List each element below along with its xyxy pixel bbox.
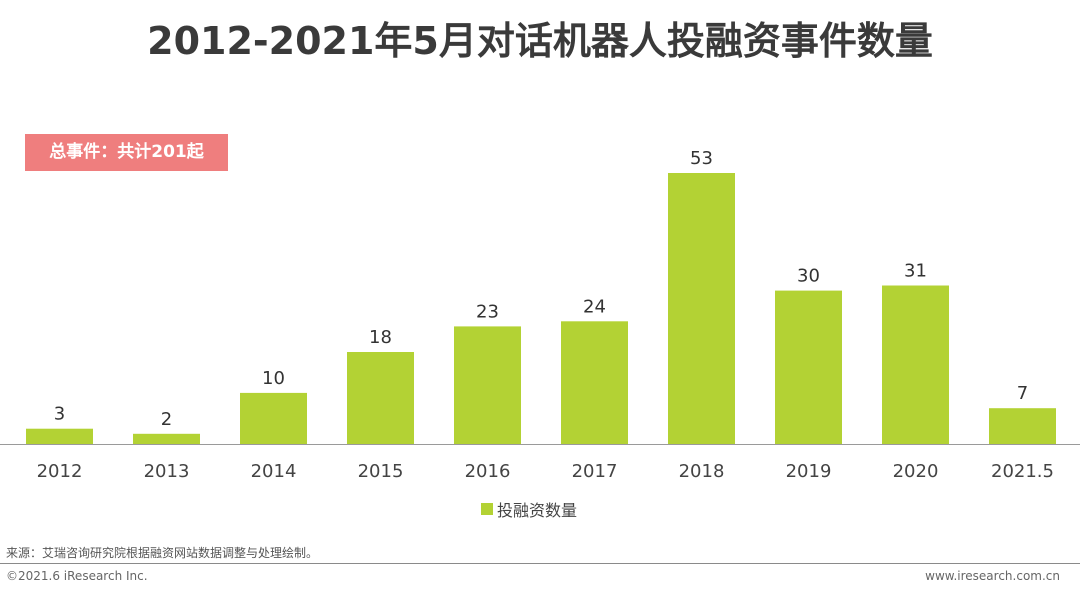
data-label-2020: 31 xyxy=(904,261,927,282)
legend-swatch xyxy=(481,503,493,515)
data-label-2016: 23 xyxy=(476,301,499,322)
data-label-2021.5: 7 xyxy=(1017,383,1028,404)
footer-divider xyxy=(0,563,1080,564)
x-tick-2014: 2014 xyxy=(251,461,297,482)
chart-title: 2012-2021年5月对话机器人投融资事件数量 xyxy=(147,19,933,63)
x-tick-2015: 2015 xyxy=(358,461,404,482)
bar-2021.5 xyxy=(989,408,1056,444)
bar-2014 xyxy=(240,392,307,444)
data-label-2017: 24 xyxy=(583,296,606,317)
legend: 投融资数量 xyxy=(481,498,577,520)
bar-2018 xyxy=(668,173,735,444)
data-label-2015: 18 xyxy=(369,327,392,348)
x-tick-2021.5: 2021.5 xyxy=(991,461,1054,482)
data-label-2013: 2 xyxy=(161,409,172,430)
data-label-2019: 30 xyxy=(797,266,820,287)
x-tick-2020: 2020 xyxy=(893,461,939,482)
x-tick-2016: 2016 xyxy=(465,461,511,482)
x-tick-2012: 2012 xyxy=(37,461,83,482)
bar-2016 xyxy=(454,326,521,444)
x-tick-2017: 2017 xyxy=(572,461,618,482)
bar-2019 xyxy=(775,290,842,444)
x-tick-2018: 2018 xyxy=(679,461,725,482)
data-label-2012: 3 xyxy=(54,404,65,425)
total-events-badge: 总事件：共计201起 xyxy=(25,134,228,171)
bar-2015 xyxy=(347,352,414,444)
source-note: 来源：艾瑞咨询研究院根据融资网站数据调整与处理绘制。 xyxy=(6,546,319,560)
legend-label: 投融资数量 xyxy=(497,501,578,520)
x-tick-2013: 2013 xyxy=(144,461,190,482)
data-label-2014: 10 xyxy=(262,368,285,389)
x-tick-2019: 2019 xyxy=(786,461,832,482)
website: www.iresearch.com.cn xyxy=(925,569,1060,583)
bar-2013 xyxy=(133,433,200,444)
bar-2020 xyxy=(882,285,949,444)
copyright: ©2021.6 iResearch Inc. xyxy=(6,569,148,583)
bar-2012 xyxy=(26,428,93,444)
bar-2017 xyxy=(561,321,628,444)
bar-chart: 3 2012 2 2013 10 2014 18 2015 23 2016 24 2017 53 2018… xyxy=(0,148,1080,482)
data-label-2018: 53 xyxy=(690,148,713,169)
